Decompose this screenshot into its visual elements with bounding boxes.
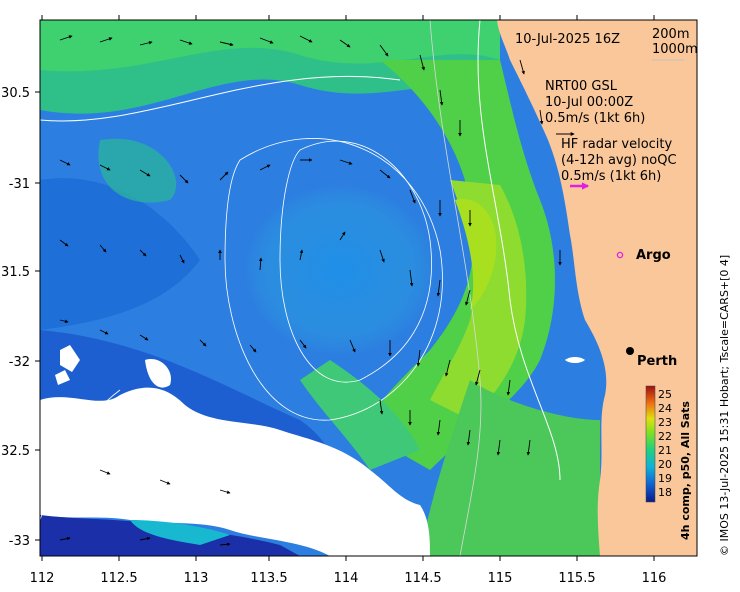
hf-detail: (4-12h avg) noQC [561, 153, 677, 168]
current-vectors [59, 35, 562, 547]
colorbar-tick: 19 [658, 472, 672, 485]
nrt-time: 10-Jul 00:00Z [545, 95, 633, 110]
colorbar-label: 4h comp, p50, All Sats [679, 401, 692, 540]
place-markers [565, 251, 634, 363]
argo-marker [616, 251, 624, 259]
x-tick-label: 116 [642, 571, 667, 586]
sst-field [40, 20, 697, 556]
x-tick-label: 114 [334, 571, 359, 586]
x-tick-label: 114.5 [404, 571, 441, 586]
colorbar-tick: 18 [658, 486, 672, 499]
colorbar [645, 385, 656, 503]
x-tick-label: 115.5 [558, 571, 595, 586]
hf-title: HF radar velocity [561, 137, 673, 152]
credit-text: © IMOS 13-Jul-2025 15:31 Hobart; Tscale=… [718, 255, 731, 556]
y-tick-label: 31.5 [1, 265, 30, 280]
y-tick-label: 32.5 [1, 444, 30, 459]
timestamp: 10-Jul-2025 16Z [515, 32, 620, 47]
y-tick-label: -33 [9, 534, 30, 549]
x-tick-label: 113 [184, 571, 209, 586]
perth-marker [626, 347, 634, 355]
x-tick-marks [41, 15, 655, 561]
y-tick-label: 30.5 [1, 86, 30, 101]
x-tick-label: 115 [488, 571, 513, 586]
argo-label: Argo [636, 248, 671, 263]
colorbar-tick: 22 [658, 430, 672, 443]
y-tick-label: -32 [9, 355, 30, 370]
contour-1000m-label: 1000m [652, 42, 698, 57]
nrt-title: NRT00 GSL [545, 79, 618, 94]
x-tick-label: 112 [30, 571, 55, 586]
x-tick-label: 112.5 [100, 571, 137, 586]
x-tick-label: 113.5 [250, 571, 287, 586]
y-tick-label: -31 [9, 177, 30, 192]
nrt-scale: 0.5m/s (1kt 6h) [545, 111, 645, 126]
colorbar-tick: 25 [658, 388, 672, 401]
colorbar-tick: 20 [658, 458, 672, 471]
colorbar-tick: 21 [658, 444, 672, 457]
perth-label: Perth [637, 354, 677, 369]
y-tick-marks [35, 91, 40, 541]
colorbar-tick: 24 [658, 402, 672, 415]
hf-scale: 0.5m/s (1kt 6h) [561, 169, 661, 184]
colorbar-tick: 23 [658, 416, 672, 429]
contour-200m-label: 200m [652, 27, 689, 42]
